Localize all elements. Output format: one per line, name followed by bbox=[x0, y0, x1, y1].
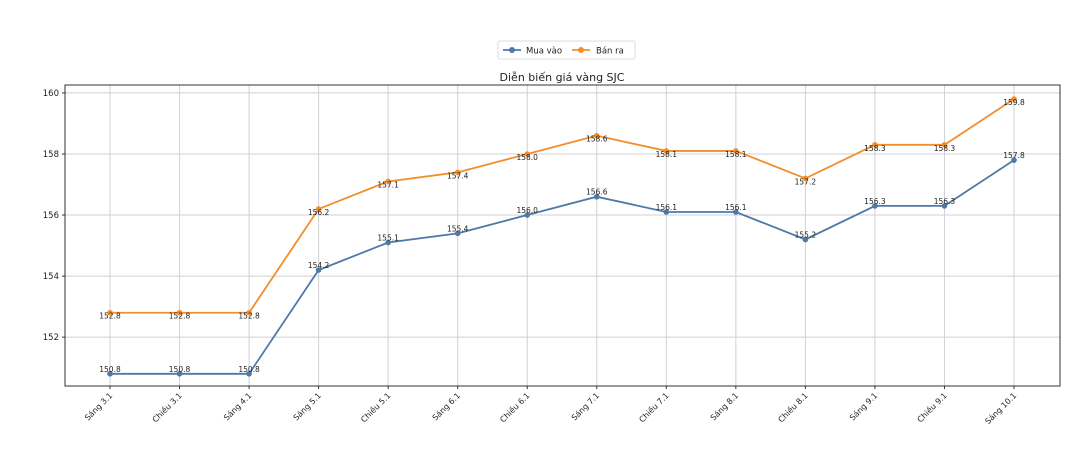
data-point bbox=[176, 370, 183, 377]
y-axis: 152 154 156 158 160 bbox=[43, 89, 65, 343]
x-axis: Sáng 3.1 Chiều 3.1 Sáng 4.1 Sáng 5.1 Chiều 5… bbox=[83, 386, 1018, 426]
data-label: 158.1 bbox=[725, 150, 747, 159]
data-point bbox=[385, 239, 391, 246]
series-group: 150.8 150.8 150.8 154.2 155.1 155.4 156.0 156.6… bbox=[99, 96, 1025, 377]
data-label: 150.8 bbox=[238, 365, 260, 374]
x-tick-label: Chiều 3.1 bbox=[150, 390, 184, 424]
data-point bbox=[872, 142, 878, 148]
data-label: 157.1 bbox=[377, 180, 399, 189]
data-point bbox=[315, 206, 322, 212]
data-point bbox=[246, 370, 252, 377]
data-point bbox=[663, 209, 670, 215]
plot-frame bbox=[64, 84, 1061, 387]
data-label: 156.1 bbox=[725, 203, 747, 212]
data-label: 150.8 bbox=[169, 365, 191, 374]
data-label: 157.2 bbox=[795, 177, 817, 186]
data-point bbox=[385, 178, 391, 185]
x-tick-label: Sáng 6.1 bbox=[431, 391, 462, 422]
data-label: 156.6 bbox=[586, 188, 608, 197]
data-point bbox=[663, 148, 670, 154]
x-tick-label: Chiều 7.1 bbox=[637, 390, 671, 424]
x-tick-label: Sáng 9.1 bbox=[848, 391, 879, 422]
data-label: 158.0 bbox=[516, 153, 538, 162]
data-point bbox=[107, 309, 113, 316]
data-point bbox=[246, 309, 252, 316]
data-label: 154.2 bbox=[308, 261, 330, 270]
data-point bbox=[1011, 157, 1017, 163]
legend-label-mua-vao: Mua vào bbox=[526, 47, 562, 57]
data-label: 150.8 bbox=[99, 365, 121, 374]
x-tick-label: Chiều 8.1 bbox=[776, 390, 810, 424]
data-label: 158.6 bbox=[586, 135, 608, 144]
data-label: 156.1 bbox=[656, 203, 678, 212]
x-tick-label: Sáng 3.1 bbox=[83, 391, 114, 422]
data-label: 155.1 bbox=[377, 234, 399, 243]
y-tick-label: 156 bbox=[43, 211, 59, 221]
series-line bbox=[110, 98, 1015, 314]
data-point bbox=[1011, 96, 1017, 102]
data-point bbox=[593, 132, 600, 139]
data-label: 155.4 bbox=[447, 224, 469, 233]
data-label: 152.8 bbox=[238, 312, 260, 321]
data-label: 156.2 bbox=[308, 208, 330, 217]
data-label: 155.2 bbox=[795, 230, 817, 239]
y-tick-label: 158 bbox=[43, 150, 59, 160]
data-label: 156.3 bbox=[934, 197, 956, 206]
x-tick-label: Sáng 10.1 bbox=[983, 391, 1018, 426]
legend-box bbox=[497, 40, 636, 60]
data-point bbox=[802, 236, 809, 243]
data-label: 157.8 bbox=[1003, 151, 1025, 160]
y-tick-label: 160 bbox=[43, 89, 59, 99]
chart-title: Diễn biến giá vàng SJC bbox=[500, 71, 625, 84]
legend: Mua vào Bán ra bbox=[497, 40, 636, 60]
x-tick-label: Sáng 7.1 bbox=[570, 391, 601, 422]
data-point bbox=[733, 209, 739, 215]
data-label: 159.8 bbox=[1003, 98, 1025, 107]
data-label: 158.1 bbox=[656, 150, 678, 159]
data-label: 156.3 bbox=[864, 197, 886, 206]
grid bbox=[65, 85, 1060, 386]
data-label: 156.0 bbox=[516, 206, 538, 215]
legend-label-ban-ra: Bán ra bbox=[596, 47, 624, 57]
data-point bbox=[176, 309, 183, 316]
y-tick-label: 154 bbox=[43, 272, 59, 282]
data-label: 152.8 bbox=[169, 312, 191, 321]
data-point bbox=[107, 370, 113, 377]
x-tick-label: Sáng 4.1 bbox=[222, 391, 253, 422]
data-point bbox=[941, 142, 948, 148]
data-point bbox=[733, 148, 739, 154]
series-line bbox=[110, 159, 1015, 375]
x-tick-label: Chiều 5.1 bbox=[359, 390, 393, 424]
data-point bbox=[524, 151, 531, 157]
data-label: 158.3 bbox=[864, 144, 886, 153]
data-point bbox=[454, 230, 461, 237]
data-point bbox=[941, 203, 948, 209]
data-point bbox=[315, 267, 322, 273]
y-tick-label: 152 bbox=[43, 333, 59, 343]
x-tick-label: Sáng 5.1 bbox=[292, 391, 323, 422]
data-point bbox=[593, 193, 600, 200]
data-point bbox=[802, 175, 809, 182]
data-label: 158.3 bbox=[934, 144, 956, 153]
data-point bbox=[872, 203, 878, 209]
data-point bbox=[454, 169, 461, 176]
legend-marker-ban-ra bbox=[578, 47, 584, 53]
legend-marker-mua-vao bbox=[509, 47, 515, 53]
x-tick-label: Sáng 8.1 bbox=[709, 391, 740, 422]
x-tick-label: Chiều 6.1 bbox=[498, 390, 532, 424]
data-label: 157.4 bbox=[447, 171, 469, 180]
data-label: 152.8 bbox=[99, 312, 121, 321]
data-point bbox=[524, 212, 531, 218]
x-tick-label: Chiều 9.1 bbox=[915, 390, 949, 424]
